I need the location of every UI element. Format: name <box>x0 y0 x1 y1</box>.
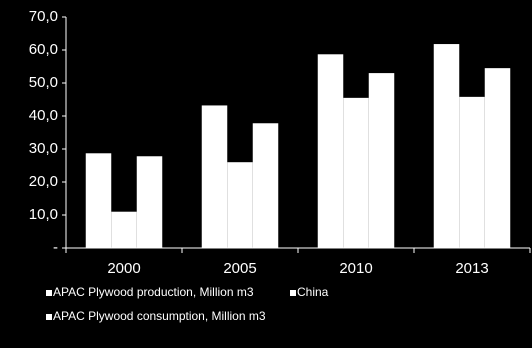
bar <box>317 54 344 248</box>
legend-label: APAC Plywood production, Million m3 <box>53 285 254 299</box>
bar <box>368 73 395 248</box>
bar <box>85 153 112 248</box>
legend-swatch <box>46 314 52 320</box>
legend-label: China <box>297 285 329 299</box>
y-tick-label: 20,0 <box>29 173 58 190</box>
y-tick-label: 60,0 <box>29 41 58 58</box>
y-tick-label: 40,0 <box>29 107 58 124</box>
y-tick-label: 30,0 <box>29 140 58 157</box>
bar <box>136 156 163 248</box>
y-tick-label: 70,0 <box>29 8 58 25</box>
bar <box>111 211 137 248</box>
y-tick-label: 10,0 <box>29 206 58 223</box>
bar <box>484 68 511 249</box>
legend-swatch <box>46 290 52 296</box>
x-tick-label: 2005 <box>223 260 256 277</box>
x-tick-label: 2013 <box>455 260 488 277</box>
bar <box>459 96 485 248</box>
legend-swatch <box>290 290 296 296</box>
x-tick-label: 2000 <box>107 260 140 277</box>
bar <box>227 162 253 248</box>
y-tick-label: - <box>53 239 58 256</box>
legend-label: APAC Plywood consumption, Million m3 <box>53 309 266 323</box>
x-tick-label: 2010 <box>339 260 372 277</box>
y-tick-label: 50,0 <box>29 74 58 91</box>
bar <box>433 44 460 249</box>
bar <box>343 97 369 248</box>
bar <box>252 123 279 248</box>
bar <box>201 105 228 248</box>
